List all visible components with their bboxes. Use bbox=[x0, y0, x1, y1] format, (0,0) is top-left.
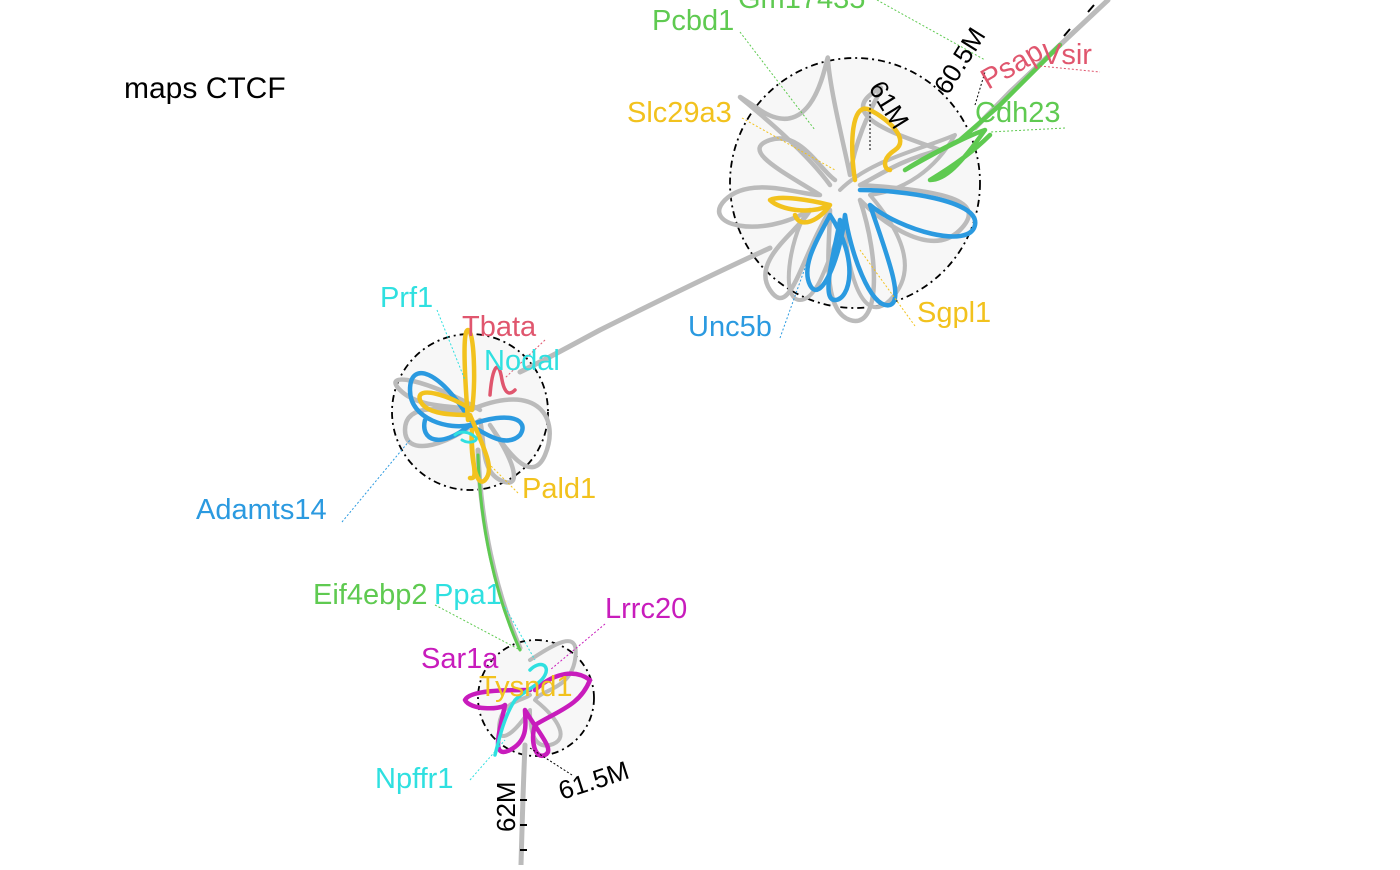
gene-label-npffr1: Npffr1 bbox=[375, 763, 453, 795]
gene-label-slc29a3: Slc29a3 bbox=[627, 97, 732, 129]
gene-label-nodal: Nodal bbox=[484, 345, 560, 377]
fiber-gene-slc29a3 bbox=[767, 106, 903, 225]
gene-label-sar1a: Sar1a bbox=[421, 643, 499, 675]
fiber-bottom-tail bbox=[518, 742, 528, 868]
leader-eif4ebp2 bbox=[434, 604, 521, 651]
gene-label-vsir: Vsir bbox=[1042, 39, 1092, 71]
gene-label-tbata: Tbata bbox=[462, 311, 537, 343]
fiber-gene-nodal bbox=[453, 430, 478, 444]
tick-dash bbox=[1087, 4, 1095, 13]
gene-label-cdh23: Cdh23 bbox=[975, 97, 1060, 129]
gene-label-prf1: Prf1 bbox=[380, 282, 433, 314]
fiber-loops-large bbox=[716, 55, 971, 324]
leader-tbata bbox=[504, 339, 546, 379]
leader-cdh23 bbox=[989, 127, 1066, 133]
fiber-loops-large-2 bbox=[786, 133, 957, 310]
fiber-gene-unc5b bbox=[805, 187, 978, 308]
leader-pcbd1 bbox=[739, 31, 816, 131]
fiber-gene-lrrc20 bbox=[462, 671, 593, 758]
fiber-gene-tbata bbox=[488, 365, 517, 397]
gene-labels: Gm17435 Pcbd1 Psap Vsir Cdh23 Slc29a3 Un… bbox=[196, 0, 1092, 795]
gene-label-ppa1: Ppa1 bbox=[434, 579, 502, 611]
gene-label-gm17435: Gm17435 bbox=[738, 0, 865, 15]
fiber-gene-npffr1 bbox=[493, 662, 548, 757]
gene-label-tysnd1: Tysnd1 bbox=[479, 671, 573, 703]
tick-dash bbox=[1063, 28, 1071, 37]
tick-label-61-5m: 61.5M bbox=[555, 755, 633, 806]
tick-label-62m: 62M bbox=[491, 781, 521, 832]
fiber-gene-pald1 bbox=[417, 327, 492, 484]
gene-label-eif4ebp2: Eif4ebp2 bbox=[313, 579, 428, 611]
fiber-loops-medium bbox=[393, 377, 552, 485]
gene-label-lrrc20: Lrrc20 bbox=[605, 593, 687, 625]
gene-label-pald1: Pald1 bbox=[522, 473, 596, 505]
gene-label-unc5b: Unc5b bbox=[688, 311, 772, 343]
leader-prf1 bbox=[436, 309, 466, 381]
leader-adamts14 bbox=[341, 439, 411, 523]
gene-label-sgpl1: Sgpl1 bbox=[917, 297, 991, 329]
gene-label-pcbd1: Pcbd1 bbox=[652, 5, 734, 37]
figure-title: maps CTCF bbox=[124, 72, 286, 105]
leader-npffr1 bbox=[469, 739, 506, 781]
fiber-link-upper bbox=[517, 245, 773, 375]
leader-slc29a3 bbox=[741, 117, 836, 171]
gene-label-adamts14: Adamts14 bbox=[196, 494, 327, 526]
tick-mark-61-5m bbox=[529, 747, 573, 776]
fiber-gene-cdh23 bbox=[902, 42, 1063, 183]
leader-unc5b bbox=[779, 239, 816, 339]
leader-gm17435 bbox=[876, 0, 986, 61]
gene-fibers bbox=[407, 42, 1063, 758]
label-leaders bbox=[341, 0, 1101, 781]
tick-mark-60-5m bbox=[974, 71, 986, 106]
